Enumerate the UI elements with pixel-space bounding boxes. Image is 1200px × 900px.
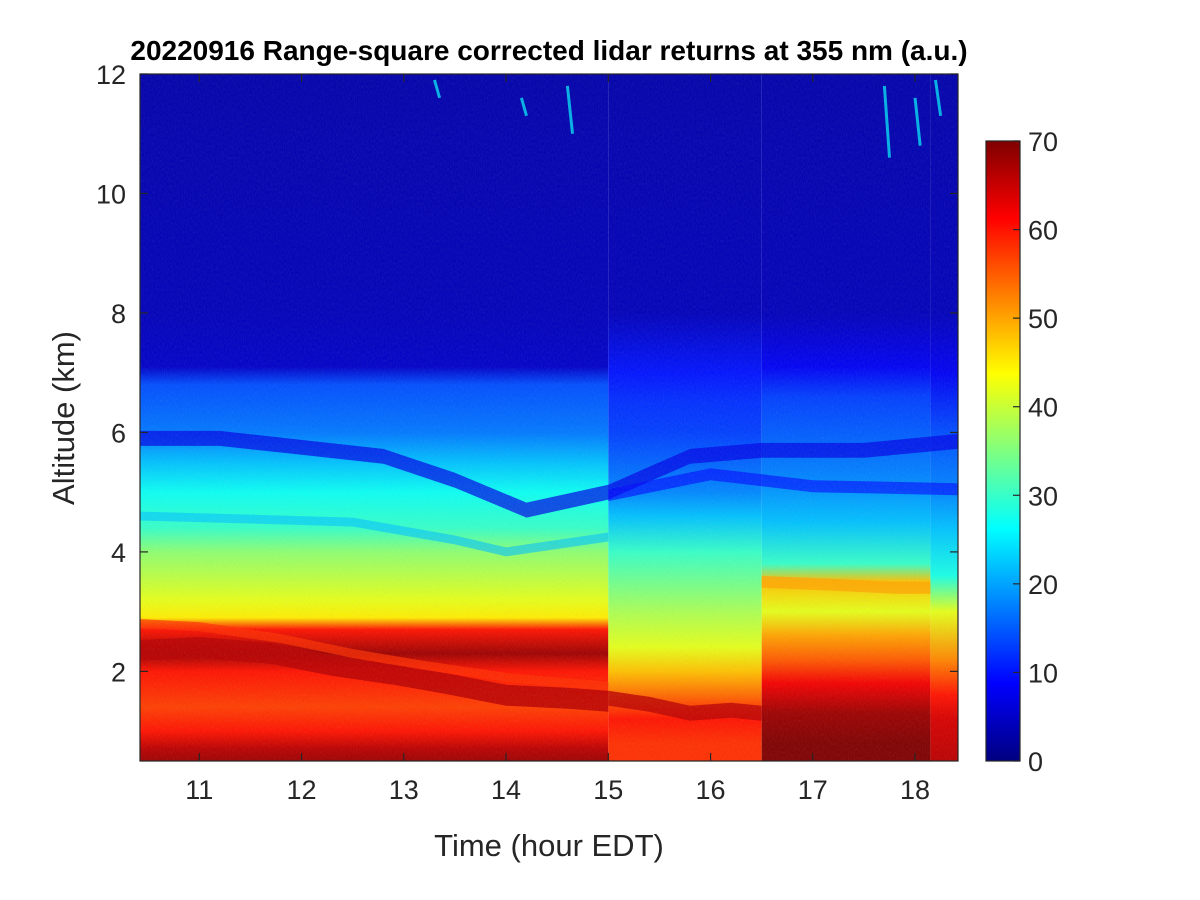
y-tick-label: 8 — [111, 299, 126, 329]
x-axis: 11 12 13 14 15 16 17 18 — [185, 74, 930, 805]
y-tick-label: 10 — [96, 179, 126, 209]
colorbar-tick-label: 70 — [1028, 127, 1058, 157]
colorbar-ticks: 0 10 20 30 40 50 60 70 — [1013, 127, 1058, 777]
x-tick-label: 12 — [287, 775, 317, 805]
y-tick-label: 4 — [111, 538, 126, 568]
x-tick-label: 11 — [185, 775, 213, 805]
x-axis-label: Time (hour EDT) — [434, 828, 664, 863]
colorbar-tick-label: 60 — [1028, 216, 1058, 246]
y-axis-label: Altitude (km) — [46, 331, 81, 505]
x-tick-label: 16 — [696, 775, 726, 805]
colorbar — [986, 141, 1020, 761]
colorbar-frame — [985, 140, 1021, 762]
y-axis: 2 4 6 8 10 12 — [96, 60, 958, 687]
x-tick-label: 13 — [389, 775, 419, 805]
y-tick-label: 2 — [111, 657, 126, 687]
x-tick-label: 18 — [900, 775, 930, 805]
plot-frame — [139, 73, 959, 762]
colorbar-tick-label: 40 — [1028, 393, 1058, 423]
colorbar-tick-label: 50 — [1028, 304, 1058, 334]
colorbar-tick-label: 30 — [1028, 481, 1058, 511]
y-tick-label: 6 — [111, 418, 126, 448]
colorbar-tick-label: 0 — [1028, 747, 1043, 777]
heatmap-plot-area — [140, 74, 958, 761]
x-tick-label: 17 — [798, 775, 828, 805]
chart-title: 20220916 Range-square corrected lidar re… — [130, 35, 967, 66]
colorbar-tick-label: 20 — [1028, 570, 1058, 600]
colorbar-tick-label: 10 — [1028, 658, 1058, 688]
x-tick-label: 15 — [593, 775, 623, 805]
y-tick-label: 12 — [96, 60, 126, 90]
heatmap-noise-texture — [140, 74, 958, 761]
x-tick-label: 14 — [491, 775, 521, 805]
